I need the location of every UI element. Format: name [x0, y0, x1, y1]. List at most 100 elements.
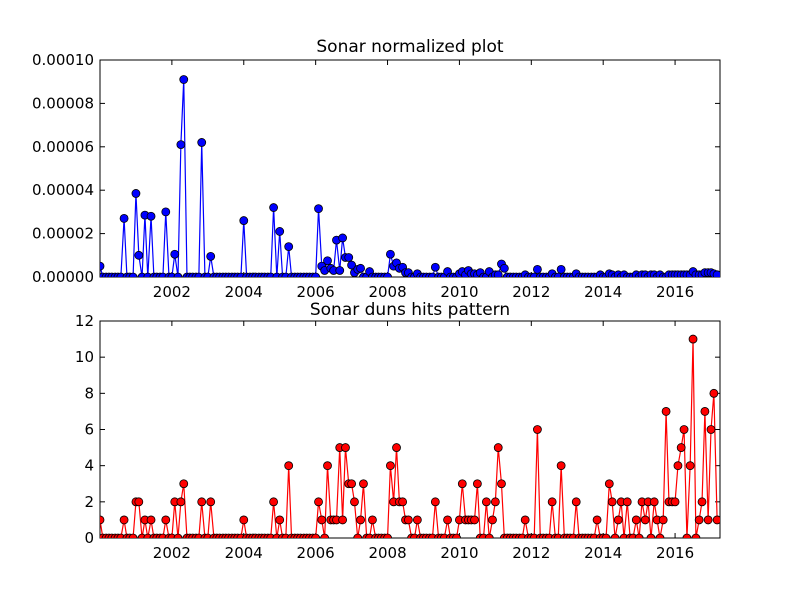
- normalized-plot-data-point: [347, 260, 356, 270]
- hits-pattern-data-point: [452, 533, 461, 538]
- normalized-plot-data-point: [197, 138, 207, 147]
- hits-pattern-data-point: [631, 515, 641, 525]
- normalized-plot-data-point: [386, 249, 395, 259]
- normalized-plot-data-point: [383, 272, 392, 277]
- normalized-plot-data-point: [356, 263, 365, 273]
- hits-pattern-data-point: [706, 425, 716, 434]
- hits-pattern-data-point: [119, 515, 129, 525]
- hits-pattern-data-point: [490, 497, 500, 507]
- hits-pattern-data-point: [100, 515, 105, 525]
- normalized-plot-data-point: [131, 189, 141, 198]
- normalized-plot-y-tick-label: 0.00004: [32, 181, 94, 199]
- hits-pattern-y-tick-label: 2: [84, 493, 94, 511]
- normalized-plot-data-point: [134, 250, 144, 260]
- hits-pattern-data-point: [176, 497, 186, 507]
- hits-pattern-data-point: [179, 479, 189, 489]
- hits-pattern-data-point: [685, 461, 695, 471]
- hits-pattern-data-point: [320, 533, 330, 538]
- hits-pattern-data-point: [470, 515, 479, 525]
- hits-pattern-y-tick-label: 12: [75, 312, 94, 330]
- hits-pattern-data-point: [239, 515, 249, 525]
- hits-pattern-panel: Sonar duns hits pattern 2002 2004 2006 2008…: [75, 300, 721, 562]
- hits-pattern-data-point: [679, 425, 689, 434]
- hits-pattern-data-point: [398, 497, 408, 507]
- normalized-plot-panel: Sonar normalized plot 2002 2004 2006 2008 20…: [32, 37, 721, 301]
- hits-pattern-data-point: [655, 533, 665, 538]
- normalized-plot-data-point: [179, 75, 189, 84]
- hits-pattern-x-tick-label: 2014: [584, 544, 622, 562]
- hits-pattern-data-point: [649, 497, 659, 507]
- normalized-plot-data-point: [128, 272, 138, 277]
- hits-pattern-data-point: [403, 515, 413, 525]
- hits-pattern-x-tick-label: 2004: [225, 544, 263, 562]
- normalized-plot-x-tick-label: 2008: [368, 283, 406, 301]
- hits-pattern-data-point: [386, 461, 395, 471]
- hits-pattern-data-point: [323, 461, 332, 471]
- hits-pattern-data-point: [134, 497, 144, 507]
- hits-pattern-data-point: [613, 515, 623, 525]
- hits-pattern-y-tick-label: 0: [84, 529, 94, 547]
- normalized-plot-y-tick-label: 0.00006: [32, 138, 94, 156]
- normalized-plot-x-tick-label: 2016: [656, 283, 694, 301]
- hits-pattern-data-point: [688, 334, 698, 344]
- hits-pattern-data-point: [341, 443, 350, 452]
- normalized-plot-data-point: [311, 272, 321, 277]
- normalized-plot-data-point: [499, 263, 509, 273]
- normalized-plot-x-tick-label: 2004: [225, 283, 263, 301]
- hits-pattern-data-point: [676, 443, 686, 452]
- hits-pattern-y-tick-label: 8: [84, 384, 94, 402]
- hits-pattern-data-point: [694, 515, 704, 525]
- hits-pattern-data-point: [347, 479, 356, 489]
- normalized-plot-data-point: [323, 256, 332, 266]
- normalized-plot-data-point: [269, 203, 279, 212]
- hits-pattern-data-point: [368, 515, 377, 525]
- normalized-plot-data-point: [335, 266, 345, 275]
- hits-pattern-data-point: [691, 533, 701, 538]
- hits-pattern-data-point: [128, 533, 138, 538]
- hits-pattern-data-point: [350, 497, 359, 507]
- hits-pattern-data-point: [314, 497, 323, 507]
- normalized-plot-data-point: [712, 270, 720, 277]
- normalized-plot-title: Sonar normalized plot: [316, 37, 504, 57]
- hits-pattern-data-point: [556, 461, 566, 471]
- normalized-plot-data-point: [556, 265, 566, 274]
- hits-pattern-data-point: [658, 515, 668, 525]
- normalized-plot-data-point: [119, 214, 129, 223]
- hits-pattern-data-point: [607, 497, 617, 507]
- hits-pattern-data-point: [634, 533, 644, 538]
- hits-pattern-y-tick-label: 10: [75, 348, 94, 366]
- hits-pattern-data-point: [488, 515, 497, 525]
- hits-pattern-series: [100, 334, 720, 538]
- hits-pattern-data-point: [197, 497, 207, 507]
- hits-pattern-data-point: [317, 515, 327, 525]
- hits-pattern-data-point: [161, 515, 171, 525]
- normalized-plot-data-point: [314, 204, 323, 214]
- normalized-plot-y-tick-label: 0.00010: [32, 51, 94, 69]
- normalized-plot-data-point: [284, 242, 294, 252]
- hits-pattern-data-point: [709, 388, 719, 398]
- normalized-plot-data-point: [344, 253, 354, 262]
- hits-pattern-data-point: [392, 443, 401, 452]
- normalized-plot-x-tick-label: 2006: [297, 283, 335, 301]
- hits-pattern-y-tick-label: 4: [84, 457, 94, 475]
- hits-pattern-data-point: [592, 515, 602, 525]
- hits-pattern-data-point: [356, 515, 365, 525]
- hits-pattern-ticks: 2002 2004 2006 2008 2010 2012 2014 2016 0 2 4 6 8 10 1…: [75, 312, 720, 562]
- normalized-plot-y-tick-label: 0.00000: [32, 268, 94, 286]
- hits-pattern-data-point: [547, 497, 557, 507]
- hits-pattern-data-point: [443, 515, 452, 525]
- hits-pattern-x-tick-label: 2002: [153, 544, 191, 562]
- hits-pattern-data-point: [430, 497, 440, 507]
- hits-pattern-x-tick-label: 2010: [440, 544, 478, 562]
- hits-pattern-data-point: [383, 533, 392, 538]
- normalized-plot-data-point: [206, 251, 216, 261]
- normalized-plot-data-point: [161, 207, 171, 217]
- normalized-plot-x-tick-label: 2012: [512, 283, 550, 301]
- normalized-plot-series: [100, 75, 720, 277]
- hits-pattern-data-point: [481, 497, 491, 507]
- hits-pattern-data-point: [670, 497, 680, 507]
- normalized-plot-data-point: [173, 272, 183, 277]
- hits-pattern-data-point: [640, 515, 650, 525]
- normalized-plot-data-point: [430, 262, 440, 272]
